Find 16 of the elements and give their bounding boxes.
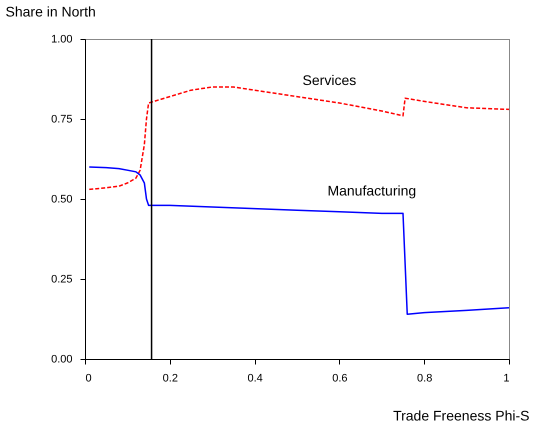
y-axis-title: Share in North (6, 4, 96, 20)
series-label: Manufacturing (327, 182, 416, 198)
x-tick-label: 0.2 (162, 372, 178, 384)
x-tick-label: 0.6 (332, 372, 348, 384)
y-tick-label: 1.00 (51, 34, 72, 46)
x-tick-label: 1 (503, 372, 510, 384)
x-axis-title: Trade Freeness Phi-S (393, 408, 530, 424)
x-tick-label: 0.8 (417, 372, 432, 384)
y-tick-label: 0.75 (51, 114, 72, 126)
line-series (88, 166, 510, 315)
y-tick-label: 0.00 (51, 354, 72, 366)
y-tick-label: 0.25 (51, 274, 72, 286)
x-tick-label: 0.4 (247, 372, 263, 384)
y-tick-label: 0.50 (51, 194, 72, 206)
series-label: Services (302, 72, 356, 88)
x-tick-label: 0 (86, 372, 92, 384)
